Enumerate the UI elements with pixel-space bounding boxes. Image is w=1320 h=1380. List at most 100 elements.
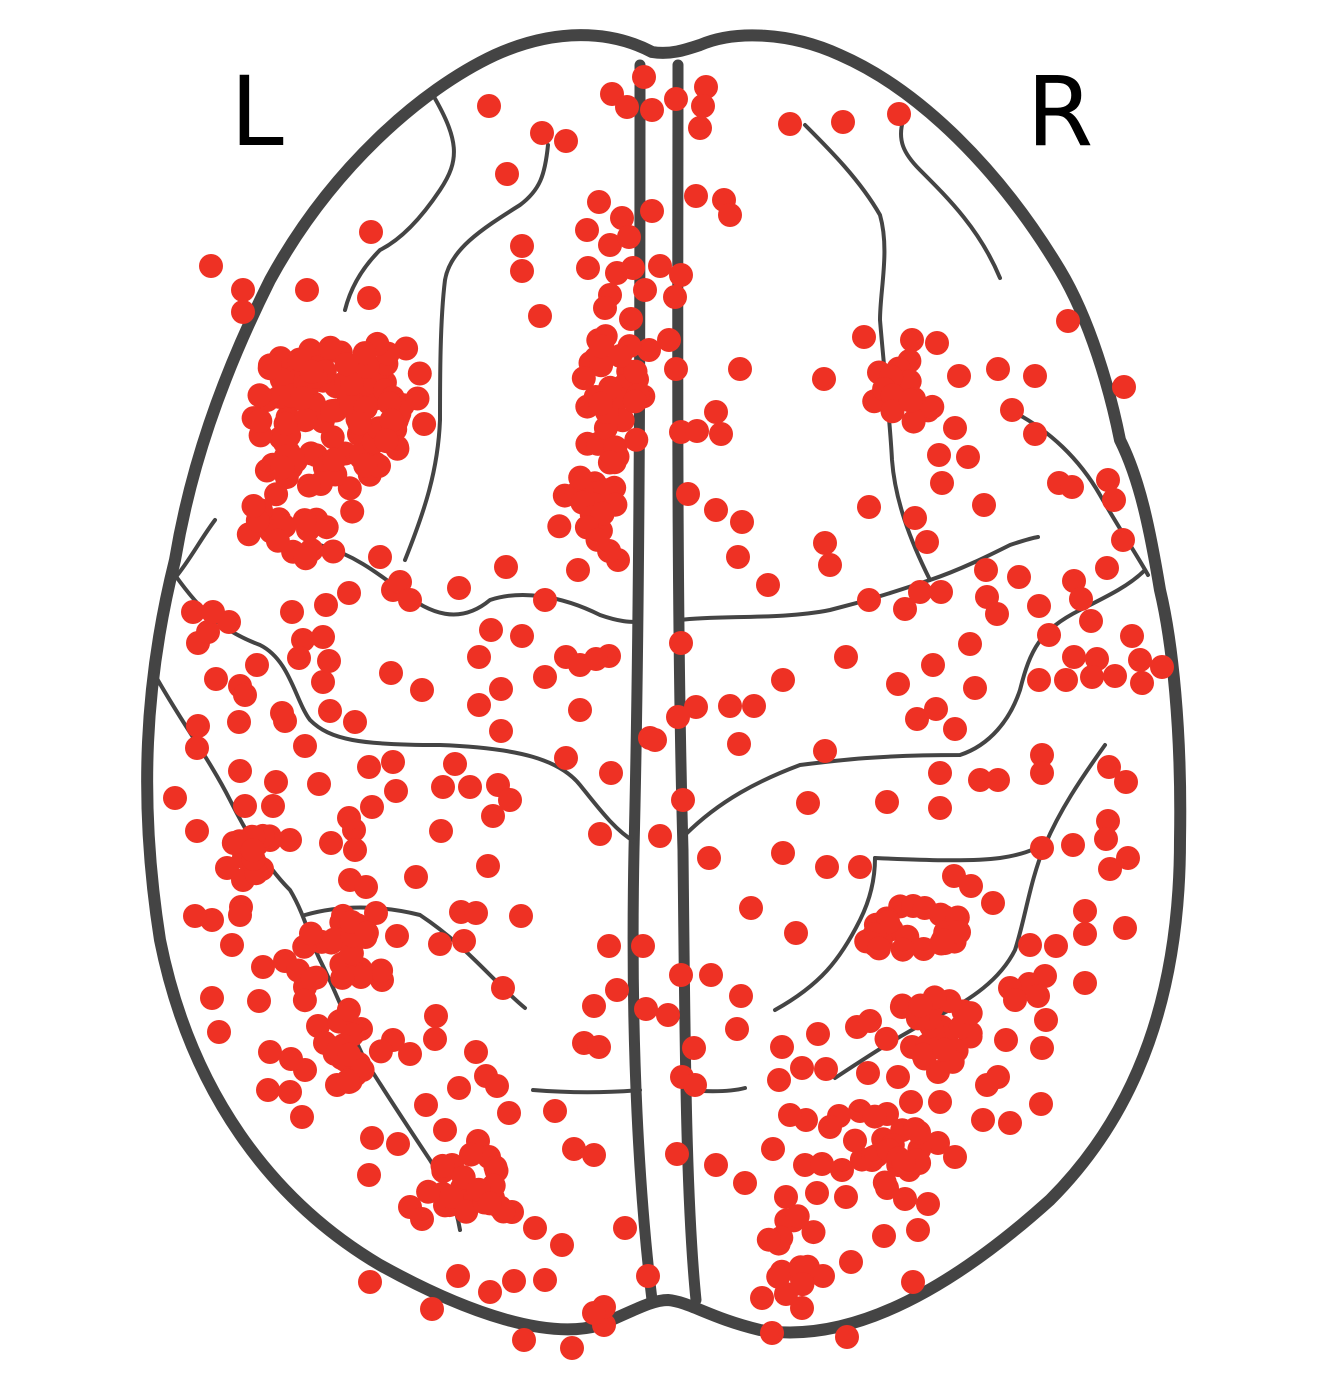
node-marker — [684, 695, 708, 719]
node-marker — [756, 573, 780, 597]
node-marker — [311, 670, 335, 694]
node-marker — [760, 1321, 784, 1345]
node-marker — [598, 233, 622, 257]
node-marker — [905, 707, 929, 731]
node-marker — [1097, 755, 1121, 779]
node-marker — [1080, 665, 1104, 689]
node-marker — [358, 1270, 382, 1294]
node-marker — [388, 570, 412, 594]
node-marker — [968, 768, 992, 792]
node-marker — [423, 1027, 447, 1051]
node-marker — [619, 307, 643, 331]
node-marker — [293, 734, 317, 758]
node-marker — [550, 1233, 574, 1257]
node-marker — [251, 955, 275, 979]
node-marker — [615, 95, 639, 119]
node-marker — [926, 1131, 950, 1155]
node-marker — [512, 1328, 536, 1352]
node-marker — [582, 1301, 606, 1325]
node-marker — [510, 624, 534, 648]
node-marker — [1034, 1008, 1058, 1032]
node-marker — [318, 335, 343, 360]
node-marker — [256, 1078, 280, 1102]
node-marker — [699, 963, 723, 987]
node-marker — [770, 1035, 794, 1059]
node-marker — [903, 506, 927, 530]
node-marker — [729, 984, 753, 1008]
node-marker — [1030, 836, 1054, 860]
node-marker — [1003, 988, 1027, 1012]
node-marker — [227, 710, 251, 734]
node-marker — [1029, 1092, 1053, 1116]
midline-left — [627, 59, 658, 1306]
node-marker — [464, 901, 488, 925]
node-marker — [454, 1199, 479, 1224]
node-marker — [1102, 488, 1126, 512]
node-marker — [575, 218, 599, 242]
node-marker — [257, 356, 282, 381]
node-marker — [856, 1061, 880, 1085]
node-marker — [410, 1207, 434, 1231]
node-marker — [245, 653, 269, 677]
node-marker — [834, 1185, 858, 1209]
node-marker — [447, 1076, 471, 1100]
node-marker — [293, 408, 318, 433]
node-marker — [1112, 375, 1136, 399]
node-marker — [352, 341, 377, 366]
node-marker — [287, 646, 311, 670]
node-marker — [220, 933, 244, 957]
node-marker — [784, 921, 808, 945]
node-marker — [986, 768, 1010, 792]
node-marker — [485, 1074, 509, 1098]
node-marker — [761, 1137, 785, 1161]
node-marker — [915, 530, 939, 554]
node-marker — [264, 770, 288, 794]
node-marker — [928, 796, 952, 820]
node-marker — [709, 422, 733, 446]
node-marker — [433, 1118, 457, 1142]
node-marker — [1079, 609, 1103, 633]
node-marker — [1062, 645, 1086, 669]
node-marker — [676, 482, 700, 506]
node-marker — [928, 1090, 952, 1114]
node-marker — [665, 1142, 689, 1166]
node-marker — [568, 465, 593, 490]
node-marker — [901, 409, 926, 434]
node-marker — [622, 389, 647, 414]
node-marker — [778, 1103, 802, 1127]
node-marker — [810, 1152, 834, 1176]
node-marker — [1000, 398, 1024, 422]
node-marker — [562, 1137, 586, 1161]
node-marker — [582, 994, 606, 1018]
node-marker — [636, 1264, 660, 1288]
node-marker — [1023, 422, 1047, 446]
node-marker — [247, 383, 272, 408]
node-marker — [812, 367, 836, 391]
node-marker — [874, 1026, 899, 1051]
node-marker — [554, 746, 578, 770]
node-marker — [903, 1117, 928, 1142]
node-marker — [241, 494, 266, 518]
node-marker — [911, 1042, 936, 1067]
node-marker — [258, 1040, 282, 1064]
node-marker — [1062, 569, 1086, 593]
node-marker — [858, 1009, 882, 1033]
node-marker — [364, 901, 388, 925]
node-marker — [886, 672, 910, 696]
node-marker — [684, 184, 708, 208]
node-marker — [1116, 846, 1140, 870]
node-marker — [477, 1191, 502, 1216]
node-marker — [887, 102, 911, 126]
node-marker — [479, 618, 503, 642]
node-marker — [1054, 668, 1078, 692]
node-marker — [1098, 857, 1122, 881]
node-marker — [956, 445, 980, 469]
node-marker — [867, 936, 891, 961]
node-marker — [597, 934, 621, 958]
node-marker — [790, 1056, 814, 1080]
node-marker — [502, 1269, 526, 1293]
node-marker — [498, 788, 522, 812]
node-marker — [648, 254, 672, 278]
node-marker — [429, 819, 453, 843]
node-marker — [839, 1250, 863, 1274]
